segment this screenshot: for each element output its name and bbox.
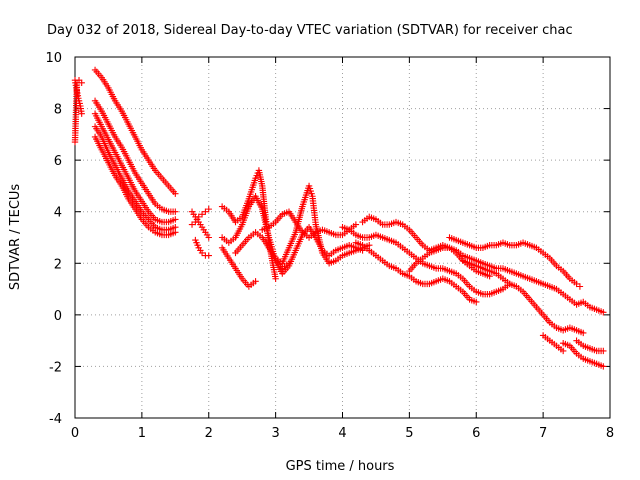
series-s4 [91, 123, 179, 233]
y-tick-label: 2 [54, 257, 62, 272]
x-tick-label: 3 [271, 426, 279, 441]
data-point [576, 283, 584, 290]
series-c7 [539, 332, 567, 355]
x-tick-label: 1 [138, 426, 146, 441]
axis-ticks: 0 1 2 3 4 5 6 7 8 -4 -2 0 2 4 6 8 10 [45, 51, 614, 441]
data-point [202, 208, 209, 215]
series-arc-start-b [71, 77, 85, 146]
series-s1 [91, 66, 179, 197]
data-point [205, 252, 212, 259]
series-x2 [188, 208, 212, 241]
data-point [172, 216, 179, 223]
series-s2 [91, 97, 179, 215]
data-point [473, 298, 480, 306]
data-point [172, 208, 179, 215]
series-c2 [339, 223, 513, 298]
data-point [205, 234, 212, 241]
series-p5 [265, 223, 366, 277]
data-point [198, 211, 206, 218]
x-tick-label: 7 [539, 426, 547, 441]
series-c9 [573, 337, 607, 355]
series-c8 [559, 340, 607, 370]
x-tick-label: 0 [71, 426, 79, 441]
data-point [352, 221, 360, 228]
x-tick-label: 8 [606, 426, 614, 441]
data-point [580, 329, 587, 337]
series-p1 [218, 167, 279, 282]
data-point [600, 309, 607, 316]
x-tick-label: 4 [338, 426, 346, 441]
series-c4 [406, 244, 607, 316]
series-p4 [232, 182, 373, 267]
series-c6 [459, 257, 587, 337]
data-point [252, 278, 259, 285]
data-point [205, 205, 212, 213]
data-point [600, 363, 607, 370]
data-point [559, 347, 567, 355]
y-tick-label: 4 [54, 206, 62, 221]
data-point [188, 221, 196, 228]
data-point [78, 79, 85, 86]
y-tick-label: -2 [49, 360, 62, 375]
data-point [172, 190, 179, 197]
series-c5 [446, 234, 584, 290]
data-point [573, 280, 580, 288]
data-point [600, 347, 607, 355]
y-axis-label: SDTVAR / TECUs [8, 184, 23, 291]
y-tick-label: 0 [54, 309, 62, 324]
series-p3 [218, 244, 259, 290]
data-point [198, 249, 206, 257]
data-point [78, 110, 85, 117]
x-tick-label: 6 [472, 426, 480, 441]
data-points [71, 66, 607, 370]
x-tick-label: 2 [205, 426, 213, 441]
series-c3 [352, 239, 480, 306]
data-point [172, 229, 179, 236]
x-axis-label: GPS time / hours [286, 459, 395, 474]
series-x3 [192, 236, 212, 259]
y-tick-label: 10 [45, 51, 62, 66]
y-tick-label: 6 [54, 154, 62, 169]
y-tick-label: -4 [49, 412, 62, 427]
series-s5 [91, 133, 179, 239]
grid-lines [75, 57, 610, 418]
chart-title: Day 032 of 2018, Sidereal Day-to-day VTE… [47, 23, 573, 38]
data-point [272, 275, 279, 282]
x-tick-label: 5 [405, 426, 413, 441]
series-s3 [91, 110, 179, 226]
series-p2 [218, 193, 293, 272]
y-tick-label: 8 [54, 103, 62, 118]
